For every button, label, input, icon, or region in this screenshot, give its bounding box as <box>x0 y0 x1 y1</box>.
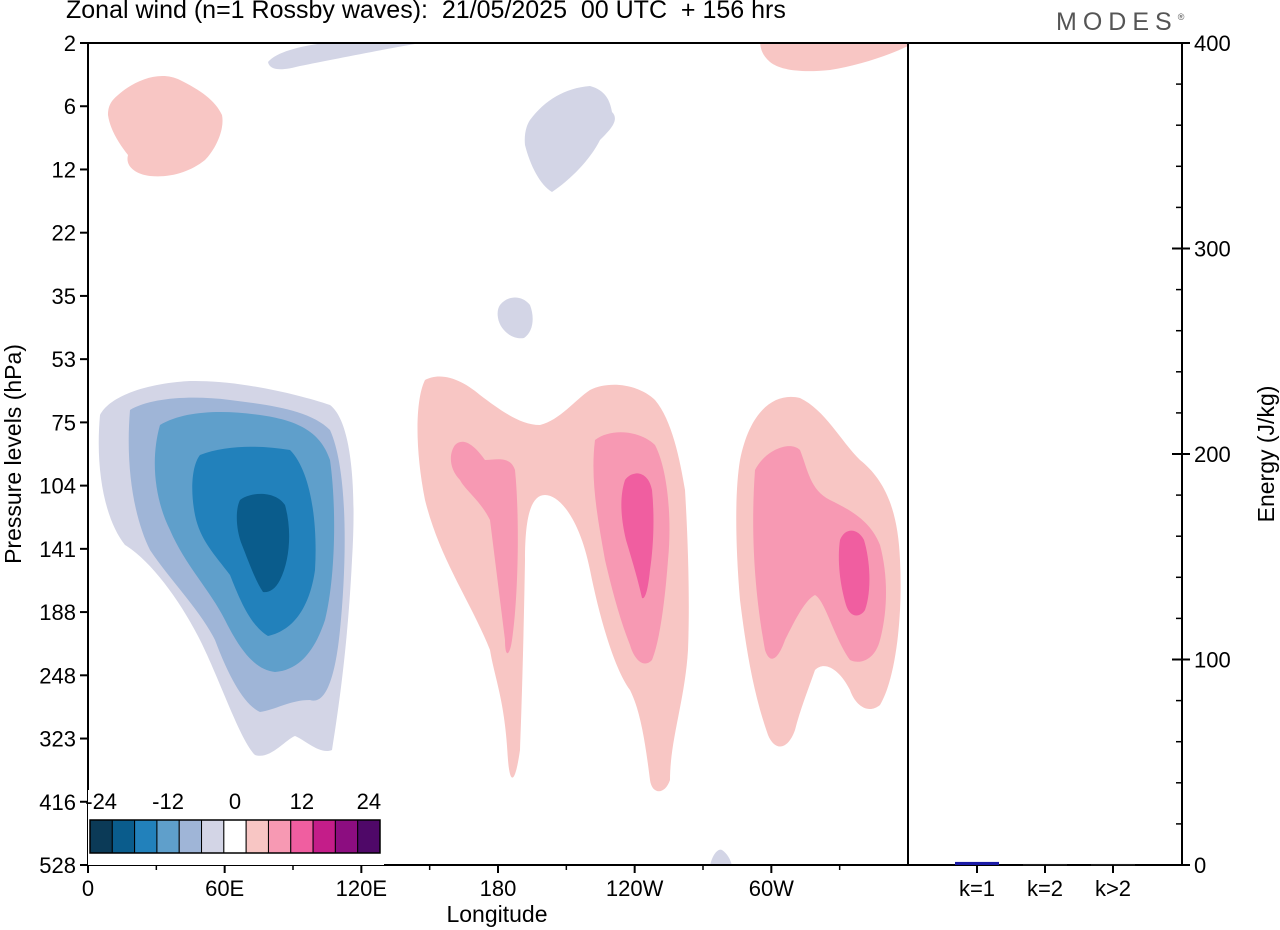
pressure-tick-label: 141 <box>39 537 76 562</box>
colorbar-swatch <box>267 819 292 854</box>
contour-neg-4-top-mid <box>524 86 615 192</box>
energy-tick-label: 400 <box>1194 31 1231 56</box>
colorbar-swatch <box>357 819 381 854</box>
energy-tick-label: 200 <box>1194 442 1231 467</box>
brand-text: MODES <box>1056 8 1178 36</box>
energy-axis: 0 100 200 300 400 <box>1172 31 1231 878</box>
colorbar-swatch <box>223 819 247 854</box>
contour-neg-4-35hpa <box>497 297 533 339</box>
colorbar-swatch <box>201 819 225 854</box>
x-axis-title: Longitude <box>446 901 547 927</box>
longitude-axis: 0 60E 120E 180 120W 60W <box>82 865 841 901</box>
colorbar-swatch <box>156 819 180 854</box>
pressure-tick-label: 2 <box>64 31 76 56</box>
colorbar-swatch <box>312 819 336 854</box>
pressure-tick-label: 248 <box>39 663 76 688</box>
energy-bars <box>955 861 1135 866</box>
contour-pos-12-b <box>838 530 870 616</box>
longitude-tick-label: 60E <box>205 876 244 901</box>
pressure-tick-label: 35 <box>52 284 76 309</box>
pressure-tick-label: 12 <box>52 157 76 182</box>
contour-field <box>98 43 908 865</box>
pressure-tick-label: 188 <box>39 600 76 625</box>
longitude-tick-label: 120E <box>336 876 387 901</box>
energy-bar-label: k>2 <box>1095 876 1131 901</box>
energy-bar <box>1023 863 1067 866</box>
contour-pos-4-top-left <box>108 75 223 177</box>
pressure-tick-label: 6 <box>64 94 76 119</box>
colorbar-swatch <box>245 819 269 854</box>
colorbar-swatch <box>111 819 136 854</box>
energy-bar <box>955 861 999 865</box>
colorbar-swatch <box>178 819 203 854</box>
contour-pos-4-top-right <box>760 43 908 72</box>
pressure-axis: 2 6 12 22 35 53 75 104 141 188 248 323 416 528 <box>39 31 88 878</box>
colorbar-label: -24 <box>85 789 117 814</box>
energy-axis-title: Energy (J/kg) <box>1253 386 1279 523</box>
brand-logo: MODES® <box>1056 8 1185 36</box>
energy-panel-frame <box>907 42 1183 866</box>
longitude-tick-label: 120W <box>606 876 664 901</box>
contour-neg-20 <box>236 493 290 593</box>
colorbar-frame <box>89 819 381 854</box>
energy-bar-labels: k=1 k=2 k>2 <box>959 865 1131 901</box>
pressure-tick-label: 75 <box>52 410 76 435</box>
energy-tick-label: 100 <box>1194 648 1231 673</box>
pressure-tick-label: 53 <box>52 347 76 372</box>
colorbar-swatch <box>89 819 113 854</box>
y-axis-title: Pressure levels (hPa) <box>0 344 26 564</box>
colorbar-labels: -24 -12 0 12 24 <box>85 789 381 814</box>
contour-neg-4-top <box>268 43 415 70</box>
longitude-tick-label: 60W <box>749 876 794 901</box>
longitude-tick-label: 180 <box>480 876 517 901</box>
colorbar-swatch <box>334 819 359 854</box>
colorbar-swatch <box>134 819 158 854</box>
contour-pos-12-a <box>621 473 654 599</box>
energy-tick-label: 300 <box>1194 237 1231 262</box>
pressure-tick-label: 104 <box>39 474 76 499</box>
energy-bar <box>1091 863 1135 866</box>
energy-bar-label: k=1 <box>959 876 995 901</box>
energy-tick-label: 0 <box>1194 853 1206 878</box>
colorbar-swatch <box>290 819 314 854</box>
chart-title: Zonal wind (n=1 Rossby waves): 21/05/202… <box>66 0 786 24</box>
longitude-tick-label: 0 <box>82 876 94 901</box>
colorbar-label: 24 <box>357 789 381 814</box>
pressure-tick-label: 22 <box>52 221 76 246</box>
pressure-tick-label: 323 <box>39 727 76 752</box>
contour-pos-8-a <box>450 441 518 654</box>
energy-bar-label: k=2 <box>1027 876 1063 901</box>
pressure-tick-label: 416 <box>39 790 76 815</box>
colorbar-label: -12 <box>152 789 184 814</box>
colorbar-label: 12 <box>290 789 314 814</box>
colorbar <box>88 790 384 865</box>
pressure-tick-label: 528 <box>39 853 76 878</box>
contour-neg-4-bottom <box>710 849 732 865</box>
colorbar-label: 0 <box>229 789 241 814</box>
